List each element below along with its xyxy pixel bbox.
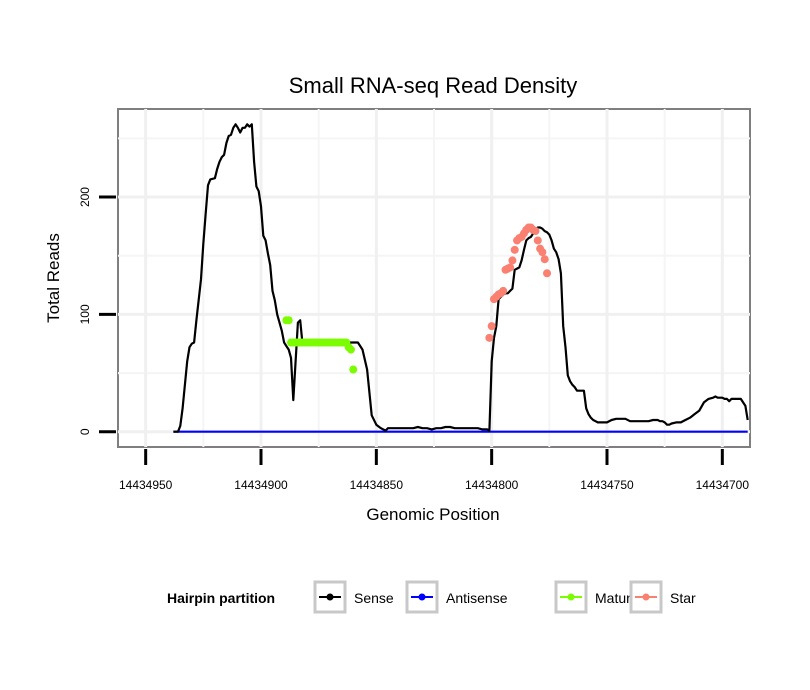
star-point [487,322,496,331]
legend-key-point [642,593,650,601]
star-point [510,245,519,254]
series-sense [173,123,749,433]
star-point [538,248,547,257]
x-tick-label: 14434700 [696,478,750,492]
star-point [533,236,542,245]
x-tick-label: 14434800 [465,478,519,492]
plot-panel [117,108,751,448]
legend-item-antisense: Antisense [405,580,508,614]
legend-title: Hairpin partition [167,590,275,606]
x-axis: 14434950 14434900 14434850 14434800 14434750… [119,449,749,492]
series-star [485,223,552,342]
y-axis-title: Total Reads [44,233,63,323]
x-axis-title: Genomic Position [366,505,499,524]
legend-item-mature: Mature [554,580,639,614]
star-point [531,227,540,236]
legend-label: Antisense [446,590,508,606]
star-point [506,263,515,272]
sense-line [173,123,749,433]
mature-point [346,345,355,354]
y-tick-label: 200 [78,187,92,207]
legend-key-point [326,593,334,601]
legend-item-sense: Sense [313,580,394,614]
x-tick-label: 14434900 [234,478,288,492]
star-point [540,255,549,264]
legend-item-star: Star [629,580,696,614]
x-tick-label: 14434850 [350,478,404,492]
x-tick-label: 14434950 [119,478,173,492]
series-layer [173,123,749,433]
legend-label: Star [670,590,696,606]
y-tick-label: 0 [78,428,92,435]
star-point [543,269,552,278]
mature-point [284,316,293,325]
x-tick-label: 14434750 [580,478,634,492]
mature-point [349,365,358,374]
legend-label: Mature [595,590,639,606]
chart-title: Small RNA-seq Read Density [289,73,578,98]
y-tick-label: 100 [78,304,92,324]
star-point [485,333,494,342]
legend: Hairpin partition Sense Antisense Mature St… [167,580,696,614]
star-point [508,256,517,265]
legend-key-point [567,593,575,601]
legend-label: Sense [354,590,394,606]
series-mature [282,316,358,374]
star-point [499,286,508,295]
legend-key-point [418,593,426,601]
y-axis: 0 100 200 [78,187,116,435]
